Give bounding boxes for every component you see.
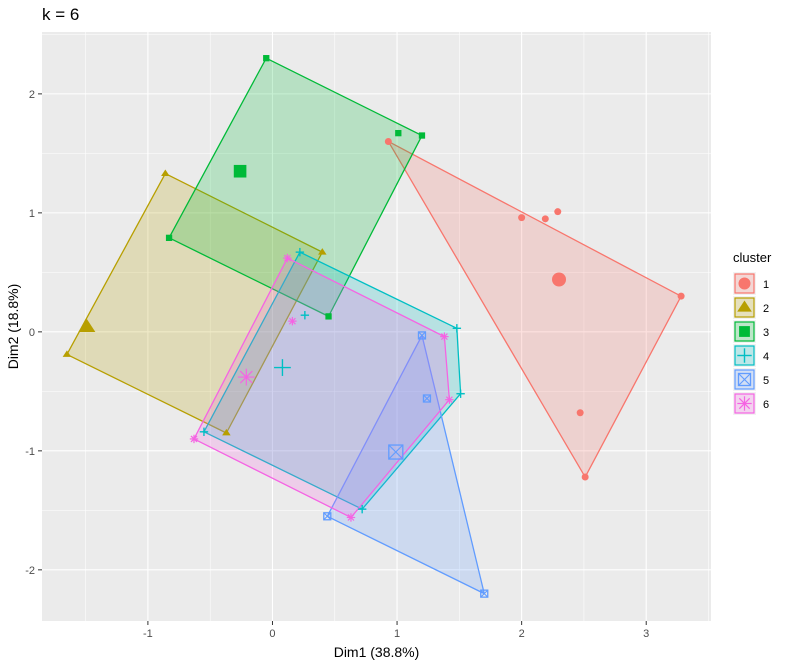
cluster-3-point bbox=[165, 234, 173, 242]
cluster-2-point bbox=[318, 248, 327, 255]
cluster-6-point bbox=[346, 513, 356, 522]
cluster-6-point bbox=[440, 332, 449, 341]
x-tick-label: 3 bbox=[643, 628, 649, 640]
x-tick-label: -1 bbox=[143, 628, 153, 640]
legend: cluster 1 2 3 4 5 6 bbox=[733, 250, 772, 415]
x-tick-label: 1 bbox=[394, 628, 400, 640]
cluster-6-centroid bbox=[237, 368, 255, 386]
y-tick-label: -2 bbox=[25, 565, 35, 577]
legend-label-5: 5 bbox=[763, 375, 769, 387]
cluster-2-point bbox=[161, 169, 170, 177]
legend-label-2: 2 bbox=[763, 303, 769, 315]
cluster-4-point bbox=[357, 504, 367, 514]
grid-minor bbox=[42, 32, 711, 621]
cluster-4-point bbox=[295, 247, 305, 257]
cluster-hulls bbox=[66, 57, 682, 595]
x-tick-label: 2 bbox=[519, 628, 525, 640]
cluster-1-point bbox=[518, 214, 526, 222]
legend-key-1 bbox=[733, 272, 756, 295]
plot-panel bbox=[42, 32, 711, 621]
cluster-2-centroid bbox=[78, 318, 96, 332]
legend-key-6-symbol bbox=[737, 396, 752, 411]
cluster-5-hull bbox=[326, 334, 485, 595]
cluster-1-centroid bbox=[552, 272, 567, 287]
x-axis: -1 0 1 2 3 bbox=[143, 621, 649, 640]
cluster-5-point bbox=[422, 394, 432, 403]
legend-key-5 bbox=[733, 368, 756, 391]
cluster-4-centroid bbox=[274, 359, 291, 376]
legend-key-6 bbox=[733, 392, 756, 415]
legend-label-6: 6 bbox=[763, 399, 769, 411]
cluster-6-point bbox=[283, 253, 292, 263]
grid-major bbox=[42, 32, 711, 621]
legend-key-2-symbol bbox=[737, 300, 752, 312]
y-tick-label: 1 bbox=[29, 208, 35, 220]
cluster-1-point bbox=[554, 208, 562, 216]
y-tick-label: -1 bbox=[25, 446, 35, 458]
cluster-4-point bbox=[300, 310, 310, 320]
legend-label-1: 1 bbox=[763, 279, 769, 291]
cluster-3-point bbox=[325, 313, 332, 320]
cluster-1-point bbox=[576, 409, 584, 417]
cluster-4-point bbox=[199, 427, 209, 437]
legend-title: cluster bbox=[733, 250, 772, 265]
cluster-5-point bbox=[323, 512, 332, 521]
x-axis-label: Dim1 (38.8%) bbox=[334, 644, 420, 660]
cluster-6-point bbox=[189, 434, 199, 444]
cluster-2-point bbox=[62, 350, 72, 357]
y-axis-label: Dim2 (18.8%) bbox=[5, 284, 21, 370]
cluster-3-point bbox=[395, 129, 402, 137]
cluster-5-point bbox=[480, 589, 489, 598]
cluster-6-point bbox=[445, 395, 454, 404]
chart-title: k = 6 bbox=[42, 5, 79, 24]
cluster-4-point bbox=[456, 389, 465, 398]
x-tick-label: 0 bbox=[269, 628, 275, 640]
legend-label-4: 4 bbox=[763, 351, 769, 363]
cluster-1-point bbox=[677, 292, 685, 300]
legend-key-4-symbol bbox=[737, 348, 752, 363]
cluster-1-point bbox=[581, 473, 589, 481]
legend-key-3 bbox=[733, 320, 756, 343]
cluster-6-point bbox=[288, 316, 297, 326]
cluster-5-point bbox=[417, 331, 427, 340]
y-tick-label: 0 bbox=[29, 327, 35, 339]
legend-key-5-symbol bbox=[737, 372, 752, 387]
cluster-4-point bbox=[452, 324, 462, 333]
cluster-3-centroid bbox=[233, 164, 247, 178]
legend-key-1-symbol bbox=[738, 277, 751, 290]
cluster-1-hull bbox=[387, 140, 682, 478]
legend-key-2 bbox=[733, 296, 756, 319]
y-tick-label: 2 bbox=[29, 89, 35, 101]
cluster-2-point bbox=[222, 428, 231, 436]
cluster-1-point bbox=[541, 215, 549, 223]
legend-key-4 bbox=[733, 344, 756, 367]
cluster-3-point bbox=[263, 55, 270, 62]
cluster-3-point bbox=[418, 132, 426, 139]
cluster-points bbox=[62, 55, 685, 598]
legend-label-3: 3 bbox=[763, 327, 769, 339]
y-axis: -2 -1 0 1 2 bbox=[25, 89, 42, 577]
legend-key-3-symbol bbox=[739, 326, 750, 337]
cluster-5-centroid bbox=[388, 444, 404, 460]
cluster-1-point bbox=[384, 137, 392, 145]
